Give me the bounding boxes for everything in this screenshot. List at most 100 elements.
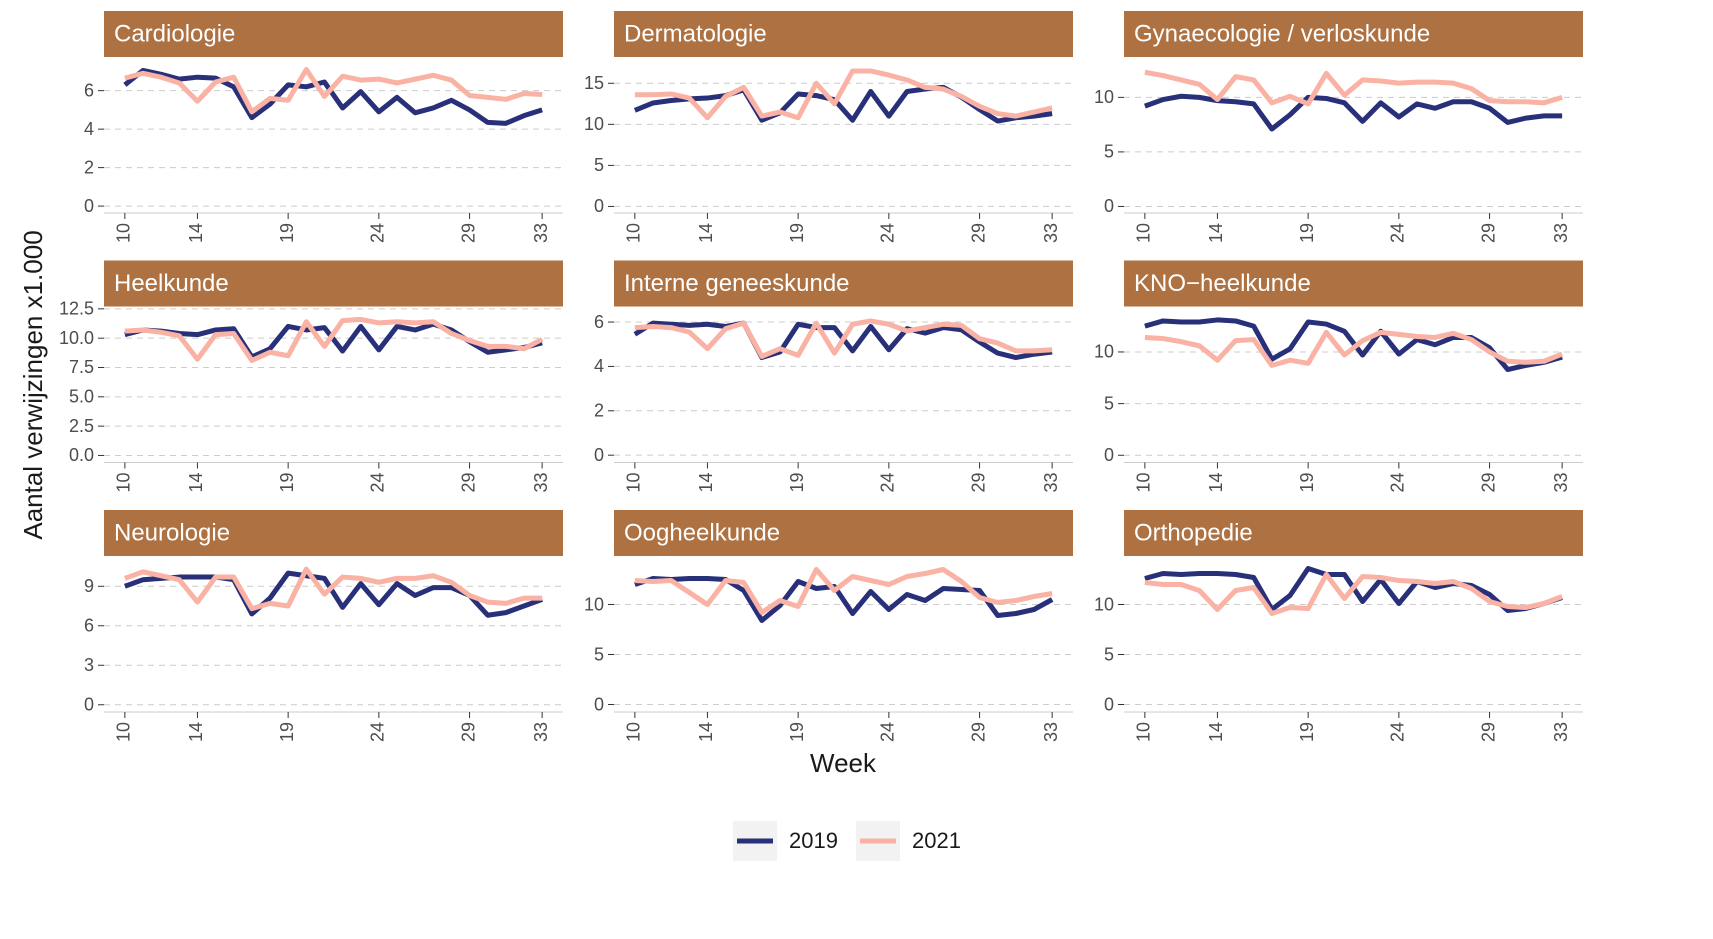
x-tick-label: 14	[1206, 473, 1226, 493]
strip	[104, 510, 563, 556]
x-tick-label: 29	[968, 223, 988, 243]
strip	[614, 11, 1073, 57]
x-tick-label: 29	[1478, 722, 1498, 742]
y-tick-label: 5	[1104, 142, 1114, 162]
y-tick-label: 5.0	[69, 387, 94, 407]
x-tick-label: 24	[368, 722, 388, 742]
strip-title: Oogheelkunde	[624, 519, 780, 546]
x-tick-label: 14	[696, 722, 716, 742]
x-tick-label: 24	[1388, 223, 1408, 243]
y-tick-label: 2	[594, 401, 604, 421]
y-tick-label: 5	[1104, 393, 1114, 413]
x-tick-label: 14	[696, 473, 716, 493]
strip	[614, 510, 1073, 556]
y-tick-label: 0	[1104, 445, 1114, 465]
x-tick-label: 10	[1134, 473, 1154, 493]
y-tick-label: 10	[1094, 87, 1114, 107]
x-tick-label: 33	[531, 223, 551, 243]
x-tick-label: 14	[186, 722, 206, 742]
x-tick-label: 19	[787, 722, 807, 742]
y-tick-label: 2.5	[69, 416, 94, 436]
x-tick-label: 10	[624, 223, 644, 243]
x-tick-label: 19	[277, 473, 297, 493]
x-tick-label: 33	[531, 473, 551, 493]
y-tick-label: 10	[1094, 342, 1114, 362]
y-tick-label: 7.5	[69, 357, 94, 377]
strip-title: Orthopedie	[1134, 519, 1253, 546]
y-tick-label: 10.0	[59, 328, 94, 348]
x-tick-label: 24	[1388, 722, 1408, 742]
data-line	[1144, 329, 1564, 368]
x-tick-label: 29	[968, 473, 988, 493]
y-tick-label: 0	[1104, 196, 1114, 216]
x-tick-label: 24	[368, 223, 388, 243]
x-tick-label: 14	[696, 223, 716, 243]
x-tick-label: 19	[1297, 223, 1317, 243]
y-tick-label: 10	[1094, 594, 1114, 614]
x-tick-label: 19	[1297, 473, 1317, 493]
strip-title: Dermatologie	[624, 20, 767, 47]
x-tick-label: 10	[624, 722, 644, 742]
x-tick-label: 14	[1206, 223, 1226, 243]
x-tick-label: 33	[1551, 473, 1571, 493]
strip-title: Heelkunde	[114, 270, 229, 297]
strip-title: Neurologie	[114, 519, 230, 546]
y-tick-label: 0	[594, 694, 604, 714]
strip	[1124, 510, 1583, 556]
x-axis-title: Week	[810, 748, 877, 778]
y-axis-title: Aantal verwijzingen x1.000	[18, 230, 48, 539]
strip	[614, 260, 1073, 307]
y-tick-label: 4	[594, 356, 604, 376]
x-tick-label: 24	[878, 722, 898, 742]
data-line	[124, 316, 544, 363]
data-line	[124, 67, 543, 115]
x-tick-label: 29	[458, 223, 478, 243]
data-line	[634, 318, 1053, 359]
x-tick-label: 24	[878, 473, 898, 493]
y-tick-label: 0	[1104, 694, 1114, 714]
y-tick-label: 10	[584, 114, 604, 134]
y-tick-label: 3	[84, 655, 94, 675]
legend-label: 2021	[912, 828, 961, 853]
strip	[1124, 11, 1583, 57]
data-line	[633, 84, 1053, 124]
data-line	[1144, 69, 1563, 107]
y-tick-label: 0	[84, 196, 94, 216]
y-tick-label: 0	[594, 196, 604, 216]
strip-title: Cardiologie	[114, 20, 235, 47]
data-line	[634, 68, 1053, 121]
x-tick-label: 24	[1388, 473, 1408, 493]
x-tick-label: 33	[1041, 223, 1061, 243]
x-tick-label: 29	[458, 473, 478, 493]
y-tick-label: 2	[84, 157, 94, 177]
x-tick-label: 14	[186, 223, 206, 243]
y-tick-label: 4	[84, 119, 94, 139]
x-tick-label: 29	[968, 722, 988, 742]
x-tick-label: 29	[1478, 473, 1498, 493]
x-tick-label: 19	[787, 473, 807, 493]
y-tick-label: 0	[594, 445, 604, 465]
x-tick-label: 33	[1041, 473, 1061, 493]
data-line	[634, 576, 1054, 623]
x-tick-label: 10	[624, 473, 644, 493]
x-tick-label: 29	[458, 722, 478, 742]
panel	[1124, 306, 1583, 463]
y-tick-label: 0	[84, 695, 94, 715]
data-line	[124, 566, 543, 612]
x-tick-label: 24	[878, 223, 898, 243]
panel	[1124, 556, 1583, 712]
y-tick-label: 6	[84, 80, 94, 100]
y-tick-label: 6	[594, 312, 604, 332]
x-tick-label: 33	[1551, 722, 1571, 742]
x-tick-label: 29	[1478, 223, 1498, 243]
y-tick-label: 10	[584, 594, 604, 614]
x-tick-label: 33	[531, 722, 551, 742]
x-tick-label: 10	[114, 722, 134, 742]
x-tick-label: 14	[1206, 722, 1226, 742]
y-tick-label: 5	[594, 155, 604, 175]
x-tick-label: 10	[114, 473, 134, 493]
x-tick-label: 10	[1134, 223, 1154, 243]
strip-title: KNO−heelkunde	[1134, 270, 1311, 297]
